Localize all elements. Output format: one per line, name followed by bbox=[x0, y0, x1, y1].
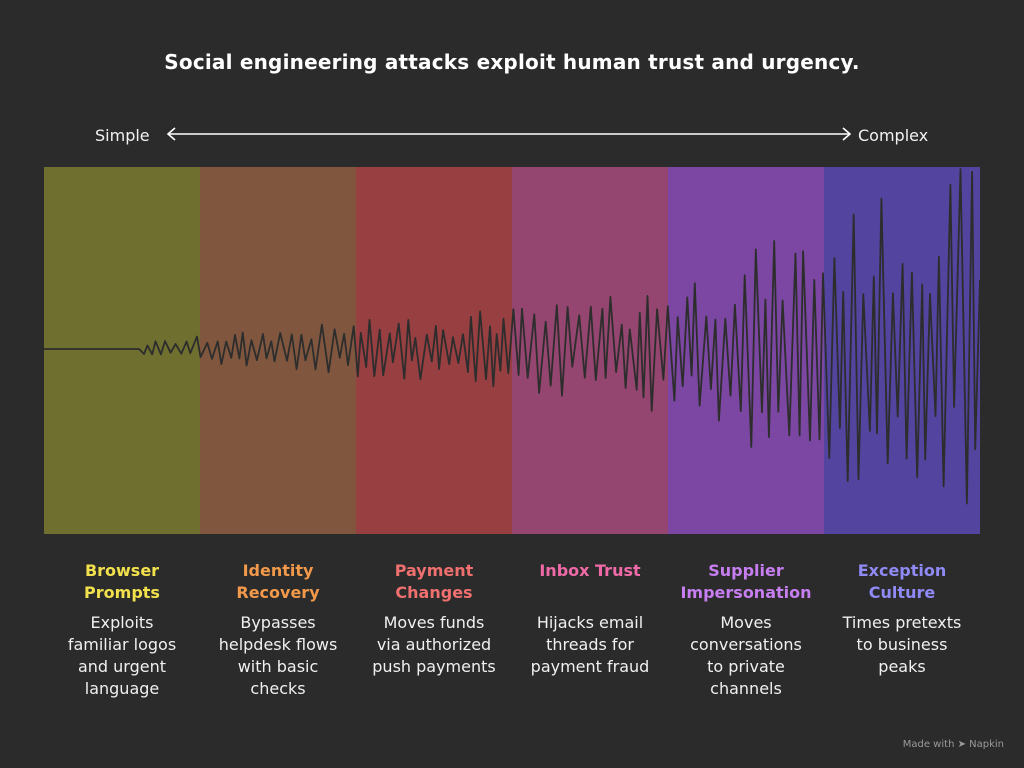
category-title: Browser Prompts bbox=[84, 561, 160, 602]
page-title: Social engineering attacks exploit human… bbox=[164, 50, 860, 74]
band-identity-recovery bbox=[200, 167, 356, 534]
category-payment-changes: Payment Changes Moves funds via authoriz… bbox=[356, 560, 512, 678]
category-title: Inbox Trust bbox=[539, 561, 641, 580]
category-description: Hijacks email threads for payment fraud bbox=[530, 613, 650, 676]
band-browser-prompts bbox=[44, 167, 200, 534]
category-supplier-impersonation: Supplier Impersonation Moves conversatio… bbox=[668, 560, 824, 700]
axis-label-simple: Simple bbox=[95, 126, 150, 145]
category-description: Moves funds via authorized push payments bbox=[372, 613, 496, 676]
signal-waveform bbox=[44, 168, 980, 505]
category-inbox-trust: Inbox Trust Hijacks email threads for pa… bbox=[512, 560, 668, 678]
category-title: Supplier Impersonation bbox=[680, 561, 812, 602]
category-title: Exception Culture bbox=[857, 561, 947, 602]
category-description: Bypasses helpdesk flows with basic check… bbox=[218, 613, 338, 698]
category-identity-recovery: Identity Recovery Bypasses helpdesk flow… bbox=[200, 560, 356, 700]
category-exception-culture: Exception Culture Times pretexts to busi… bbox=[824, 560, 980, 678]
category-title: Identity Recovery bbox=[236, 561, 320, 602]
category-browser-prompts: Browser Prompts Exploits familiar logos … bbox=[44, 560, 200, 700]
axis-label-complex: Complex bbox=[858, 126, 929, 145]
category-description: Times pretexts to business peaks bbox=[842, 613, 962, 676]
footer-credit: Made with ➤ Napkin bbox=[902, 739, 1004, 750]
category-description: Moves conversations to private channels bbox=[690, 613, 802, 698]
category-title: Payment Changes bbox=[394, 561, 474, 602]
double-arrow-icon bbox=[166, 127, 852, 141]
category-description: Exploits familiar logos and urgent langu… bbox=[67, 613, 177, 698]
